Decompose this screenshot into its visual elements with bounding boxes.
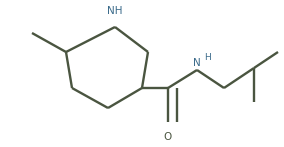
- Text: NH: NH: [107, 6, 123, 16]
- Text: O: O: [164, 132, 172, 142]
- Text: H: H: [204, 53, 211, 62]
- Text: N: N: [193, 58, 201, 68]
